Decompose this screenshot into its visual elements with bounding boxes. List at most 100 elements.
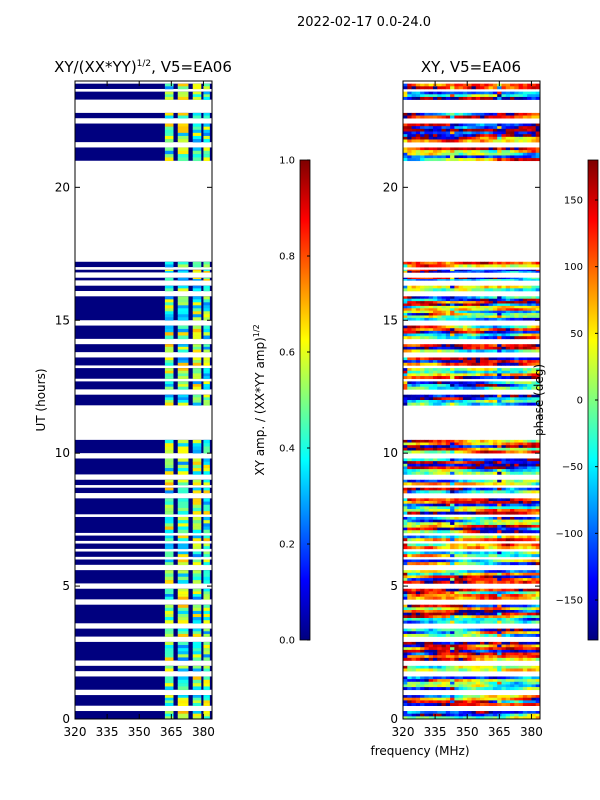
phase-cell bbox=[415, 298, 421, 302]
phase-cell bbox=[450, 649, 455, 653]
phase-cell bbox=[454, 575, 459, 579]
phase-cell bbox=[415, 313, 421, 316]
phase-cell bbox=[484, 384, 489, 388]
phase-cell bbox=[458, 298, 464, 302]
phase-cell bbox=[522, 615, 528, 619]
amplitude-active-cell bbox=[203, 126, 210, 131]
phase-cell bbox=[450, 644, 455, 648]
amplitude-active-cell bbox=[192, 633, 202, 637]
phase-cell bbox=[518, 559, 524, 563]
phase-cell bbox=[505, 530, 511, 534]
phase-cell bbox=[407, 551, 412, 555]
phase-cell bbox=[501, 158, 507, 162]
phase-cell bbox=[510, 687, 515, 691]
phase-cell bbox=[428, 362, 434, 366]
phase-cell bbox=[441, 370, 447, 374]
phase-cell bbox=[450, 490, 455, 494]
phase-cell bbox=[407, 313, 412, 316]
phase-cell bbox=[403, 442, 408, 446]
amplitude-active-cell bbox=[203, 562, 210, 566]
phase-cell bbox=[407, 647, 412, 651]
phase-cell bbox=[450, 136, 455, 140]
amplitude-active-cell bbox=[192, 305, 202, 309]
phase-cell bbox=[454, 687, 459, 691]
phase-cell bbox=[411, 447, 417, 451]
amplitude-active-cell bbox=[203, 368, 210, 372]
phase-cell bbox=[475, 607, 481, 611]
phase-cell bbox=[467, 506, 472, 510]
phase-cell bbox=[467, 463, 472, 467]
phase-cell bbox=[492, 91, 498, 95]
phase-cell bbox=[522, 463, 528, 467]
phase-cell bbox=[420, 546, 425, 550]
phase-cell bbox=[450, 713, 455, 717]
phase-cell bbox=[505, 336, 511, 340]
phase-cell bbox=[441, 384, 447, 388]
phase-cell bbox=[514, 679, 519, 683]
amplitude-active-cell bbox=[164, 596, 174, 600]
phase-cell bbox=[510, 439, 515, 443]
phase-cell bbox=[471, 344, 477, 348]
phase-cell bbox=[415, 559, 421, 563]
phase-cell bbox=[480, 711, 485, 714]
amplitude-active-cell bbox=[192, 713, 202, 717]
phase-cell bbox=[484, 288, 489, 292]
phase-cell bbox=[497, 450, 502, 454]
phase-cell bbox=[480, 471, 485, 475]
phase-cell bbox=[437, 442, 442, 446]
phase-cell bbox=[522, 317, 528, 321]
phase-cell bbox=[454, 655, 459, 659]
phase-cell bbox=[428, 458, 434, 462]
phase-cell bbox=[450, 261, 455, 265]
phase-title: XY, V5=EA06 bbox=[421, 58, 521, 76]
amplitude-active-cell bbox=[177, 588, 189, 592]
phase-cell bbox=[441, 716, 447, 719]
phase-cell bbox=[454, 373, 459, 377]
phase-cell bbox=[420, 501, 425, 504]
phase-cell bbox=[424, 591, 429, 595]
phase-cell bbox=[462, 298, 468, 302]
phase-cell bbox=[480, 461, 485, 465]
amplitude-active-cell bbox=[203, 296, 210, 300]
phase-cell bbox=[531, 296, 537, 300]
phase-cell bbox=[437, 681, 442, 685]
phase-cell bbox=[462, 647, 468, 651]
phase-cell bbox=[467, 596, 472, 600]
amplitude-active-cell bbox=[192, 373, 202, 377]
phase-cell bbox=[454, 676, 459, 680]
phase-cell bbox=[522, 490, 528, 494]
phase-cell bbox=[484, 112, 489, 116]
phase-cell bbox=[428, 511, 434, 515]
phase-cell bbox=[454, 313, 459, 316]
amplitude-active-cell bbox=[177, 668, 189, 672]
phase-cell bbox=[407, 301, 412, 304]
amplitude-active-cell bbox=[164, 157, 174, 162]
phase-cell bbox=[454, 126, 459, 130]
phase-cell bbox=[403, 269, 408, 272]
phase-cell bbox=[415, 535, 421, 539]
phase-cell bbox=[407, 155, 412, 159]
phase-cell bbox=[475, 530, 481, 534]
phase-cell bbox=[428, 575, 434, 579]
phase-cell bbox=[432, 269, 438, 272]
phase-cell bbox=[488, 575, 494, 579]
phase-cell bbox=[462, 288, 468, 292]
phase-cell bbox=[488, 112, 494, 116]
phase-cell bbox=[518, 308, 524, 311]
phase-cell bbox=[518, 519, 524, 523]
phase-cell bbox=[428, 150, 434, 154]
phase-cell bbox=[492, 615, 498, 619]
phase-cell bbox=[480, 445, 485, 449]
phase-cell bbox=[407, 94, 412, 98]
phase-cell bbox=[458, 128, 464, 132]
phase-cell bbox=[522, 94, 528, 98]
phase-cell bbox=[411, 575, 417, 579]
phase-cell bbox=[424, 562, 429, 566]
phase-cell bbox=[484, 344, 489, 348]
phase-cell bbox=[475, 301, 481, 304]
phase-cell bbox=[492, 360, 498, 364]
phase-cell bbox=[497, 711, 502, 714]
phase-cell bbox=[403, 128, 408, 132]
amplitude-active-cell bbox=[203, 668, 210, 672]
amplitude-active-cell bbox=[177, 311, 189, 315]
